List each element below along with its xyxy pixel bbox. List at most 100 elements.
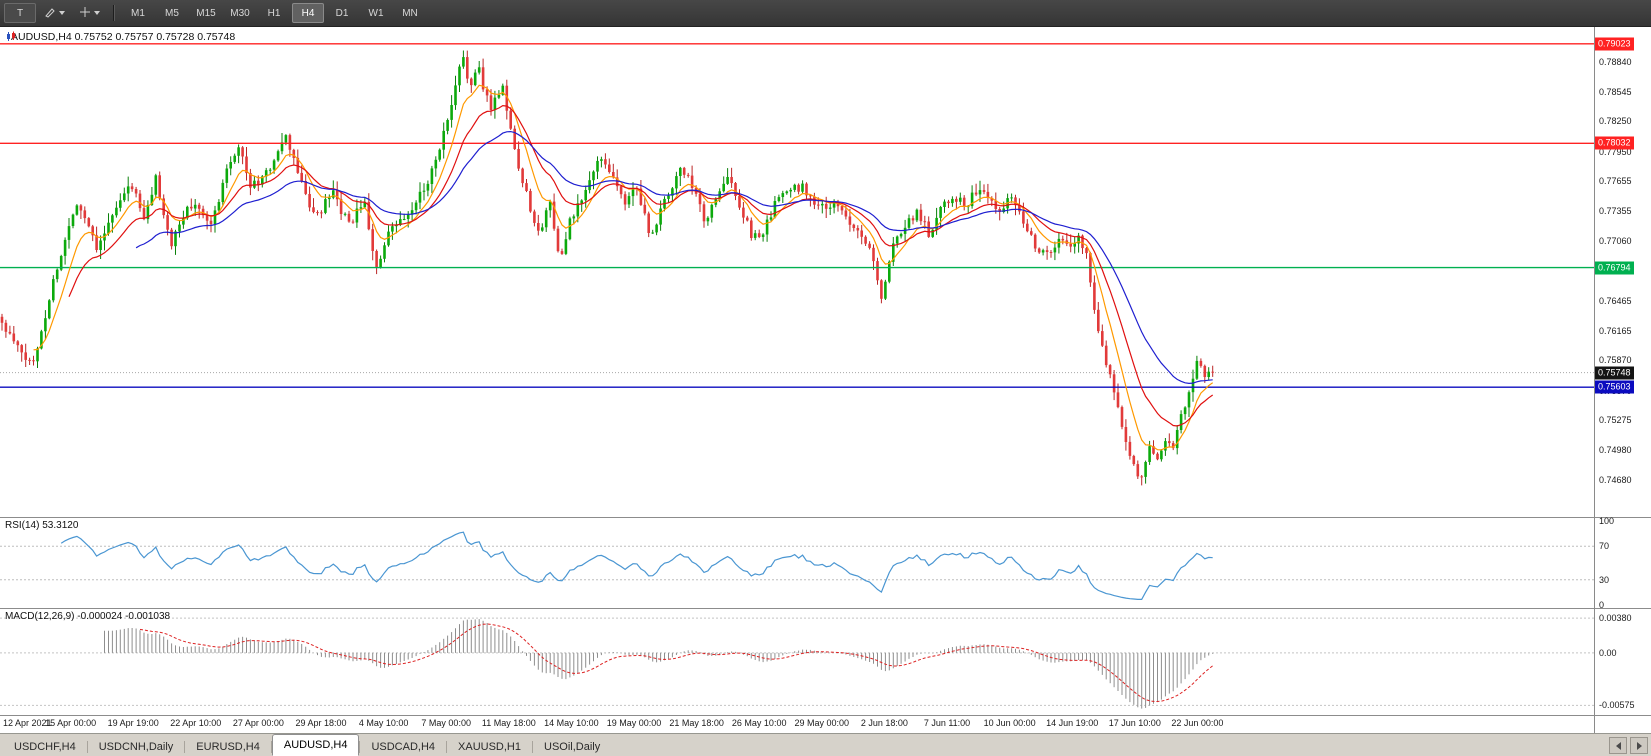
macd-axis[interactable]: 0.00380 0.00 -0.00575 — [1594, 609, 1651, 715]
time-tick-label: 14 May 10:00 — [544, 718, 599, 728]
macd-label: MACD(12,26,9) -0.000024 -0.001038 — [5, 611, 171, 622]
timeframe-button-m5[interactable]: M5 — [165, 7, 179, 19]
timeframe-button-h1[interactable]: H1 — [267, 7, 281, 19]
time-tick-label: 7 May 00:00 — [421, 718, 471, 728]
price-axis[interactable]: 0.78840 0.78545 0.78250 0.77950 0.77655 0.773… — [1594, 27, 1651, 517]
timeframe-button-m15[interactable]: M15 — [196, 7, 216, 19]
macd-pane: MACD(12,26,9) -0.000024 -0.001038 0.0038… — [0, 609, 1651, 715]
rsi-tick: 70 — [1599, 541, 1610, 552]
macd-tick: 0.00380 — [1599, 613, 1632, 624]
time-tick-label: 15 Apr 00:00 — [45, 718, 97, 728]
time-tick-label: 14 Jun 19:00 — [1046, 718, 1099, 728]
toolbar-separator — [113, 5, 115, 21]
price-level-label[interactable]: 0.79023 — [1595, 37, 1634, 51]
time-tick-label: 19 May 00:00 — [606, 718, 662, 728]
cursor-tool-button[interactable] — [73, 3, 106, 23]
candlestick-chart[interactable] — [0, 27, 1594, 517]
chart-region: AUDUSD,H4 0.75752 0.75757 0.75728 0.7574… — [0, 27, 1651, 715]
timeframe-button-mn[interactable]: MN — [402, 7, 418, 19]
timeframe-button-h4[interactable]: H4 — [292, 3, 324, 23]
time-axis-row: 12 Apr 2021 15 Apr 00:00 19 Apr 19:00 22 Ap… — [0, 715, 1651, 733]
main-chart-canvas[interactable]: AUDUSD,H4 0.75752 0.75757 0.75728 0.7574… — [0, 27, 1594, 517]
timeframe-button-d1[interactable]: D1 — [335, 7, 349, 19]
price-tick: 0.75870 — [1599, 355, 1632, 366]
rsi-label: RSI(14) 53.3120 — [5, 520, 79, 531]
chart-title: AUDUSD,H4 0.75752 0.75757 0.75728 0.7574… — [6, 31, 235, 43]
current-price-label: 0.75748 — [1595, 366, 1634, 380]
pane-splitter[interactable] — [0, 608, 1651, 609]
tab-divider — [359, 741, 361, 753]
price-level-label[interactable]: 0.78032 — [1595, 136, 1634, 150]
time-tick-label: 22 Apr 10:00 — [170, 718, 222, 728]
time-tick-label: 2 Jun 18:00 — [860, 718, 908, 728]
pencil-icon — [44, 6, 56, 21]
time-tick-label: 22 Jun 00:00 — [1171, 718, 1224, 728]
tab-scroll-group — [1609, 737, 1648, 756]
macd-histogram-chart[interactable] — [0, 609, 1594, 715]
price-tick: 0.75275 — [1599, 415, 1632, 426]
tab-divider — [532, 741, 533, 753]
rsi-canvas[interactable]: RSI(14) 53.3120 — [0, 518, 1594, 608]
tab-scroll-right-button[interactable] — [1630, 737, 1648, 754]
macd-canvas[interactable]: MACD(12,26,9) -0.000024 -0.001038 — [0, 609, 1594, 715]
price-tick: 0.77950 — [1599, 146, 1632, 157]
time-tick-label: 29 May 00:00 — [794, 718, 850, 728]
rsi-tick: 0 — [1599, 600, 1605, 610]
time-tick-label: 17 Jun 10:00 — [1108, 718, 1161, 728]
chart-tab-usoil[interactable]: USOil,Daily — [544, 741, 601, 753]
macd-tick: -0.00575 — [1599, 700, 1635, 711]
rsi-tick: 30 — [1599, 574, 1610, 585]
timeframe-button-m30[interactable]: M30 — [230, 7, 250, 19]
time-tick-label: 10 Jun 00:00 — [983, 718, 1036, 728]
timeframe-group: M1 M5 M15 M30 H1 H4 D1 W1 MN — [122, 3, 426, 23]
price-tick: 0.78250 — [1599, 116, 1632, 127]
price-level-label[interactable]: 0.76794 — [1595, 261, 1634, 275]
right-arrow-icon — [1636, 741, 1642, 750]
price-tick: 0.78840 — [1599, 57, 1632, 68]
chart-tab-audusd[interactable]: AUDUSD,H4 — [271, 734, 360, 756]
rsi-axis[interactable]: 100 70 30 0 — [1594, 516, 1651, 610]
chevron-down-icon — [59, 11, 65, 15]
time-tick-label: 11 May 18:00 — [481, 718, 536, 728]
top-toolbar: T M1 M5 M15 M30 H1 H4 D1 W1 MN — [0, 0, 1651, 27]
price-tick: 0.77355 — [1599, 206, 1632, 217]
price-level-label[interactable]: 0.75603 — [1595, 380, 1634, 394]
timeframe-button-w1[interactable]: W1 — [368, 7, 384, 19]
tab-scroll-left-button[interactable] — [1609, 737, 1627, 754]
rsi-pane: RSI(14) 53.3120 100 70 30 0 — [0, 516, 1651, 610]
main-pane: AUDUSD,H4 0.75752 0.75757 0.75728 0.7574… — [0, 27, 1651, 517]
price-tick: 0.77655 — [1599, 176, 1632, 187]
chevron-down-icon — [94, 11, 100, 15]
time-axis[interactable]: 12 Apr 2021 15 Apr 00:00 19 Apr 19:00 22 Ap… — [0, 716, 1594, 733]
price-tick: 0.78545 — [1599, 86, 1632, 97]
chart-tab-usdcnh[interactable]: USDCNH,Daily — [98, 741, 174, 753]
chart-tab-xauusd[interactable]: XAUUSD,H1 — [458, 741, 521, 753]
chart-tabs-bar: USDCHF,H4 USDCNH,Daily EURUSD,H4 AUDUSD,H4 U… — [0, 733, 1651, 756]
chart-tab-usdcad[interactable]: USDCAD,H4 — [371, 741, 436, 753]
time-tick-label: 27 Apr 00:00 — [232, 718, 284, 728]
chart-tab-eurusd[interactable]: EURUSD,H4 — [196, 741, 260, 753]
time-tick-label: 29 Apr 18:00 — [295, 718, 347, 728]
text-tool-button[interactable]: T — [4, 3, 36, 23]
time-tick-label: 19 Apr 19:00 — [107, 718, 159, 728]
timeframe-button-m1[interactable]: M1 — [131, 7, 145, 19]
time-tick-label: 12 Apr 2021 — [3, 718, 52, 728]
price-tick: 0.77060 — [1599, 235, 1632, 246]
tab-divider — [184, 741, 186, 753]
crosshair-icon — [79, 6, 91, 21]
tab-divider — [270, 741, 272, 753]
chart-title-text: AUDUSD,H4 0.75752 0.75757 0.75728 0.7574… — [11, 31, 236, 43]
price-tick: 0.74980 — [1599, 444, 1632, 455]
price-tick: 0.76165 — [1599, 325, 1632, 336]
left-arrow-icon — [1615, 741, 1621, 750]
pane-splitter[interactable] — [0, 517, 1651, 518]
time-tick-label: 7 Jun 11:00 — [923, 718, 971, 728]
price-tick: 0.74680 — [1599, 474, 1632, 485]
time-tick-label: 26 May 10:00 — [731, 718, 787, 728]
rsi-line-chart[interactable] — [0, 518, 1594, 608]
price-tick: 0.76465 — [1599, 295, 1632, 306]
draw-tool-button[interactable] — [38, 3, 71, 23]
axis-corner — [1594, 716, 1651, 733]
chart-tab-usdchf[interactable]: USDCHF,H4 — [14, 741, 76, 753]
